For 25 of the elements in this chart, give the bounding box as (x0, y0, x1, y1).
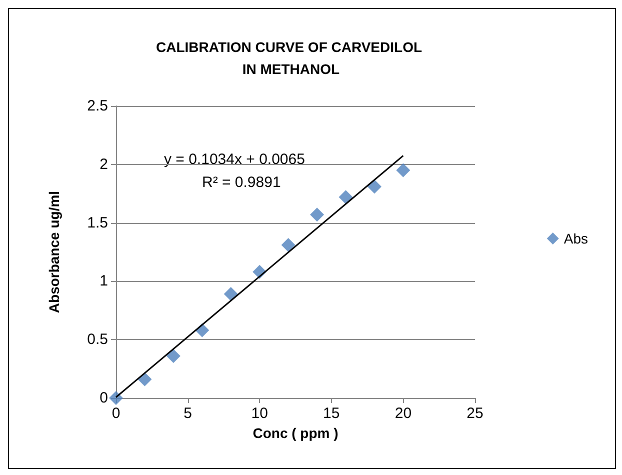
point (166, 348, 180, 363)
x-tick-label: 25 (466, 405, 484, 422)
point (310, 208, 324, 222)
y-axis-title: Absorbance ug/ml (46, 190, 62, 314)
point (367, 180, 382, 194)
x-axis-title: Conc ( ppm ) (252, 424, 338, 441)
y-tick-label: 0.5 (87, 331, 108, 348)
x-tick-label: 0 (112, 405, 120, 422)
y-tick-label: 1 (100, 272, 108, 290)
point (224, 287, 238, 302)
x-tick-label: 20 (394, 405, 412, 422)
x-tick-label: 5 (184, 405, 192, 422)
y-tick-label: 2.5 (87, 98, 108, 114)
annotation: R² = 0.9891 (202, 174, 281, 191)
legend-label: Abs (564, 230, 588, 246)
x-tick-label: 15 (323, 405, 340, 422)
chart-title: CALIBRATION CURVE OF CARVEDILOL IN METHANOL (156, 39, 422, 77)
point (396, 163, 410, 178)
y-tick-label: 1.5 (87, 214, 108, 232)
point (338, 190, 353, 204)
y-tick-label: 2 (100, 156, 108, 173)
point (281, 238, 296, 252)
x-tick-label: 10 (251, 405, 268, 422)
y-tick-label: 0 (100, 390, 108, 406)
point (109, 391, 123, 405)
